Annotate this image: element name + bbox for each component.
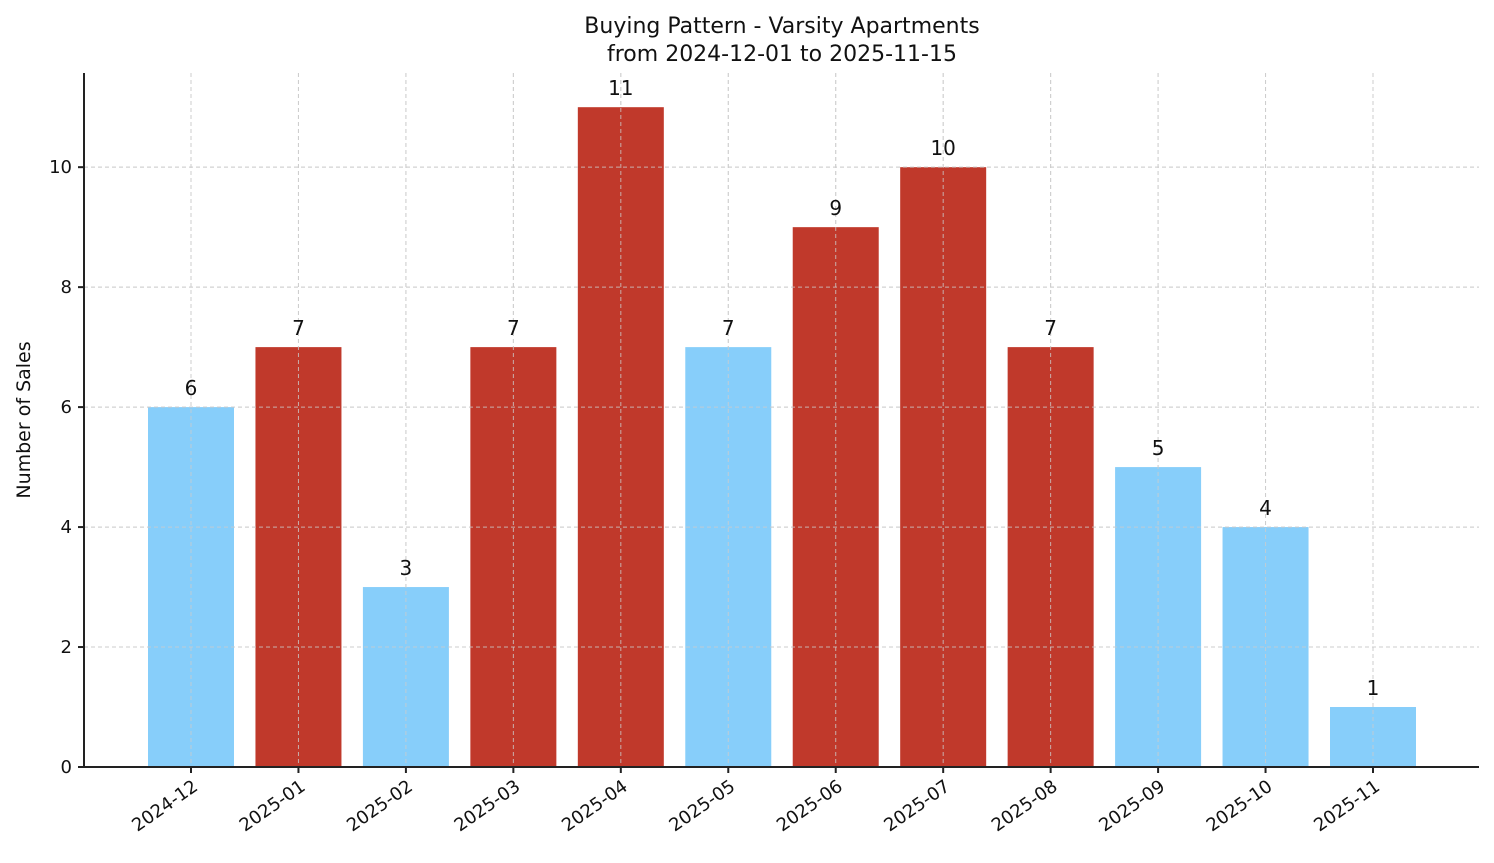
x-tick-label: 2025-04 — [558, 776, 632, 836]
bar-value-label: 1 — [1367, 676, 1380, 700]
y-axis-label: Number of Sales — [13, 341, 35, 498]
x-tick-label: 2025-06 — [773, 776, 847, 836]
bar-2025-09 — [1115, 467, 1202, 767]
chart-title: Buying Pattern - Varsity Apartments from… — [584, 14, 979, 67]
bars — [148, 107, 1416, 768]
bar-value-label: 7 — [1044, 316, 1057, 340]
bar-value-label: 11 — [608, 76, 633, 100]
bar-value-label: 6 — [185, 376, 198, 400]
bar-value-label: 4 — [1259, 496, 1272, 520]
y-tick-label: 4 — [61, 517, 72, 538]
bar-value-label: 10 — [930, 136, 955, 160]
chart-title-line1: Buying Pattern - Varsity Apartments — [584, 14, 979, 39]
y-tick-label: 0 — [61, 757, 72, 778]
x-tick-label: 2025-02 — [343, 776, 417, 836]
x-tick-label: 2025-11 — [1310, 776, 1384, 836]
x-tick-label: 2025-08 — [988, 776, 1062, 836]
x-tick-label: 2025-07 — [880, 776, 954, 836]
x-tick-label: 2025-05 — [665, 776, 739, 836]
bar-value-label: 9 — [829, 196, 842, 220]
y-tick-label: 2 — [61, 637, 72, 658]
bar-2025-11 — [1330, 707, 1416, 767]
bar-2025-06 — [792, 227, 879, 767]
bar-value-label: 5 — [1152, 436, 1165, 460]
x-tick-label: 2024-12 — [128, 776, 202, 836]
x-tick-label: 2025-10 — [1203, 776, 1277, 836]
bar-value-label: 7 — [507, 316, 520, 340]
chart-subtitle: from 2024-12-01 to 2025-11-15 — [607, 42, 957, 67]
y-tick-label: 8 — [61, 277, 72, 298]
bar-value-labels: 6 7 3 7 11 7 9 10 7 5 4 1 — [185, 76, 1380, 700]
x-tick-label: 2025-03 — [451, 776, 525, 836]
y-tick-label: 10 — [49, 157, 72, 178]
x-tick-label: 2025-01 — [236, 776, 310, 836]
x-tick-label: 2025-09 — [1095, 776, 1169, 836]
bar-value-label: 3 — [400, 556, 413, 580]
bar-value-label: 7 — [292, 316, 305, 340]
y-tick-label: 6 — [61, 397, 72, 418]
bar-value-label: 7 — [722, 316, 735, 340]
